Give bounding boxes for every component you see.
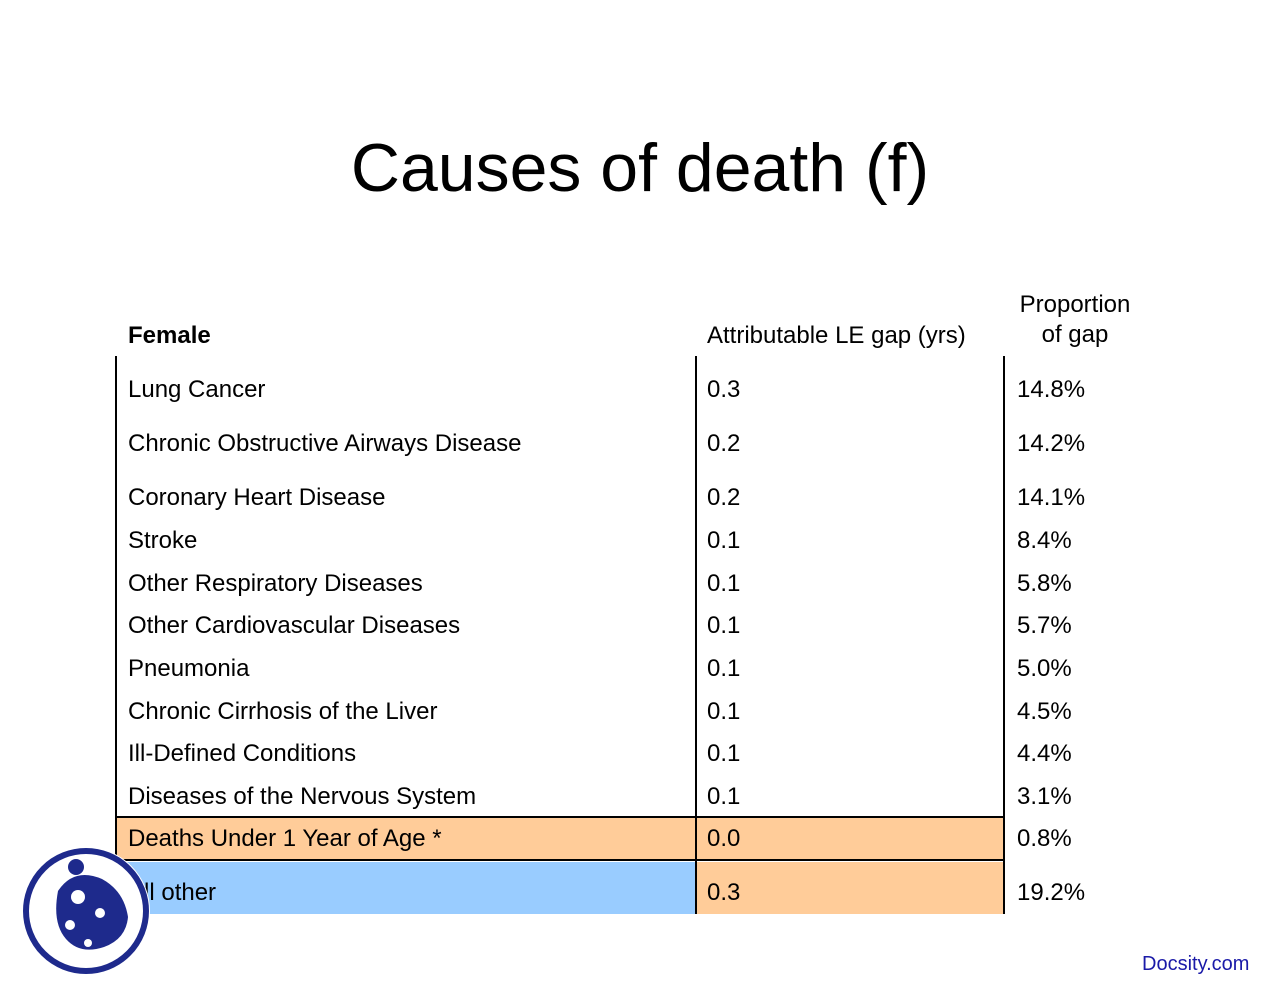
cause-cell: Coronary Heart Disease [128, 484, 386, 511]
cause-cell: Deaths Under 1 Year of Age * [128, 825, 442, 852]
slide-title: Causes of death (f) [350, 130, 930, 206]
proportion-cell: 5.7% [1017, 612, 1072, 639]
header-attributable-gap: Attributable LE gap (yrs) [707, 322, 966, 349]
table-column-divider-2 [1003, 356, 1005, 914]
proportion-cell: 3.1% [1017, 783, 1072, 810]
cause-cell: Other Respiratory Diseases [128, 570, 423, 597]
table-left-border [115, 356, 117, 914]
header-female: Female [128, 322, 211, 349]
cause-cell: Ill-Defined Conditions [128, 740, 357, 767]
proportion-cell: 4.5% [1017, 698, 1072, 725]
gap-cell: 0.1 [707, 740, 741, 767]
cause-cell: Stroke [128, 527, 198, 554]
proportion-cell: 4.4% [1017, 740, 1072, 767]
gap-cell: 0.1 [707, 698, 741, 725]
gap-cell: 0.3 [707, 376, 741, 403]
highlight-under-1-cause-cell [117, 818, 695, 860]
cause-cell: Other Cardiovascular Diseases [128, 612, 461, 639]
proportion-cell: 19.2% [1017, 879, 1086, 906]
gap-cell: 0.2 [707, 430, 741, 457]
proportion-cell: 8.4% [1017, 527, 1072, 554]
cause-cell: Lung Cancer [128, 376, 266, 403]
docsity-ladybug-logo-icon [18, 843, 154, 979]
cause-cell: Chronic Obstructive Airways Disease [128, 430, 522, 457]
table-column-divider-1 [695, 356, 697, 914]
gap-cell: 0.2 [707, 484, 741, 511]
gap-cell: 0.1 [707, 570, 741, 597]
cause-cell: Pneumonia [128, 655, 250, 682]
gap-cell: 0.1 [707, 527, 741, 554]
gap-cell: 0.0 [707, 825, 741, 852]
gap-cell: 0.1 [707, 612, 741, 639]
proportion-cell: 5.8% [1017, 570, 1072, 597]
gap-cell: 0.1 [707, 783, 741, 810]
cause-cell: Chronic Cirrhosis of the Liver [128, 698, 438, 725]
proportion-cell: 0.8% [1017, 825, 1072, 852]
highlight-under-1-gap-cell [697, 818, 1004, 860]
docsity-footer-link[interactable]: Docsity.com [1142, 953, 1250, 975]
highlight-all-other-gap-cell [697, 862, 1004, 914]
proportion-cell: 14.2% [1017, 430, 1086, 457]
header-proportion-line-1: Proportion [1019, 291, 1131, 318]
table-row-divider-1 [115, 816, 1005, 818]
gap-cell: 0.3 [707, 879, 741, 906]
gap-cell: 0.1 [707, 655, 741, 682]
header-proportion: Proportion of gap [1000, 290, 1150, 350]
header-proportion-line-2: of gap [1041, 321, 1109, 348]
table-row-divider-2 [115, 859, 1005, 861]
proportion-cell: 14.8% [1017, 376, 1086, 403]
cause-cell: Diseases of the Nervous System [128, 783, 477, 810]
proportion-cell: 14.1% [1017, 484, 1086, 511]
highlight-all-other-cause-cell [117, 862, 695, 914]
proportion-cell: 5.0% [1017, 655, 1072, 682]
